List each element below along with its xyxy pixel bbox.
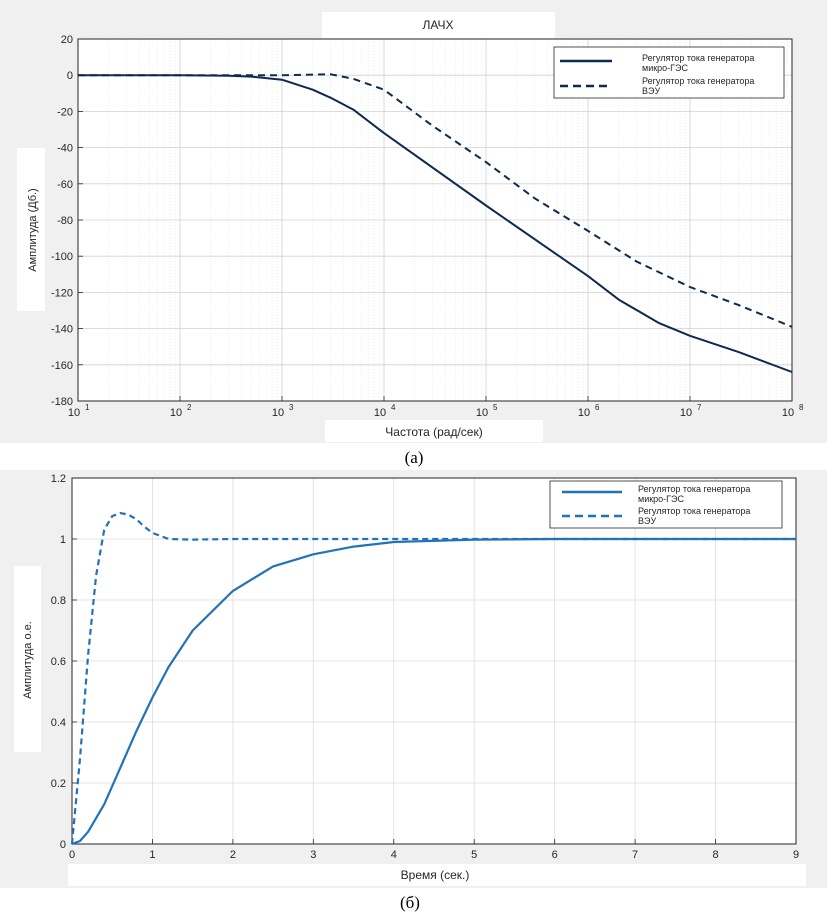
chart-1-x-tick-label: 10 [578, 407, 590, 419]
chart-2-legend-label-2b: ВЭУ [638, 516, 656, 526]
chart-1-y-tick-label: 0 [67, 70, 73, 82]
chart-1-legend-label-2a: Регулятор тока генератора [642, 76, 754, 86]
chart-1-ylabel-box [17, 148, 45, 311]
chart-2-legend: Регулятор тока генератора микро-ГЭС Регу… [549, 480, 783, 529]
chart-1-y-tick-label: -180 [51, 396, 73, 408]
chart-2-ylabel-box [14, 566, 41, 752]
chart-1-x-tick-exponent: 1 [85, 403, 90, 412]
chart-2-x-tick-label: 4 [391, 849, 397, 861]
chart-2-y-tick-label: 1 [60, 534, 66, 546]
chart-1-title-box [322, 12, 555, 38]
chart-1-x-tick-label: 10 [782, 407, 794, 419]
chart-1-x-tick-exponent: 7 [697, 403, 702, 412]
chart-1-y-tick-label: -160 [51, 360, 73, 372]
chart-1-x-tick-exponent: 8 [799, 403, 804, 412]
chart-1-y-tick-label: -140 [51, 324, 73, 336]
chart-2-y-tick-label: 0.8 [51, 595, 66, 607]
chart-2-x-tick-label: 6 [552, 849, 558, 861]
chart-1-x-tick-label: 10 [68, 407, 80, 419]
chart-2-x-tick-label: 8 [712, 849, 718, 861]
chart-2-legend-label-1a: Регулятор тока генератора [638, 484, 750, 494]
chart-1-y-tick-label: -60 [57, 179, 73, 191]
chart-1-x-tick-exponent: 3 [289, 403, 294, 412]
chart-1-y-tick-label: -40 [57, 143, 73, 155]
chart-2-x-tick-label: 7 [632, 849, 638, 861]
chart-1-x-tick-exponent: 4 [391, 403, 396, 412]
chart-2-xlabel-box [68, 864, 806, 886]
chart-1-title: ЛАЧХ [423, 18, 454, 32]
chart-1-legend-label-1a: Регулятор тока генератора [642, 53, 754, 63]
chart-1-legend-label-2b: ВЭУ [642, 86, 660, 96]
chart-1-legend-box [553, 46, 785, 99]
chart-2-caption: (б) [400, 893, 420, 912]
chart-1-xlabel-box [325, 420, 543, 442]
chart-2-x-tick-label: 1 [149, 849, 155, 861]
chart-1-legend: Регулятор тока генератора микро-ГЭС Регу… [553, 46, 785, 99]
chart-2-y-tick-label: 1.2 [51, 473, 66, 485]
chart-2-y-tick-label: 0 [60, 839, 66, 851]
chart-2-x-tick-label: 9 [793, 849, 799, 861]
chart-2-y-tick-label: 0.6 [51, 656, 66, 668]
chart-1-y-tick-label: -80 [57, 215, 73, 227]
chart-2-xlabel: Время (сек.) [401, 868, 470, 882]
chart-2-legend-box [549, 480, 783, 529]
chart-2-x-tick-label: 2 [230, 849, 236, 861]
chart-1-legend-label-1b: микро-ГЭС [642, 63, 689, 73]
chart-1-y-tick-label: -120 [51, 287, 73, 299]
chart-1-caption: (а) [405, 448, 424, 467]
chart-1-x-tick-label: 10 [272, 407, 284, 419]
chart-2-x-tick-label: 3 [310, 849, 316, 861]
chart-2-legend-label-1b: микро-ГЭС [638, 494, 685, 504]
chart-2-series-line-1 [71, 537, 796, 846]
chart-2-legend-label-2a: Регулятор тока генератора [638, 506, 750, 516]
chart-2-y-tick-label: 0.4 [51, 717, 66, 729]
chart-1-y-tick-label: 20 [61, 34, 73, 46]
chart-1-series-line-2 [78, 73, 793, 328]
chart-1-x-tick-label: 10 [476, 407, 488, 419]
chart-2-series-line-2 [70, 512, 796, 845]
chart-2-ylabel: Амплитуда о.е. [22, 621, 34, 699]
chart-1-xlabel: Частота (рад/сек) [385, 425, 482, 439]
chart-1-x-tick-exponent: 5 [493, 403, 498, 412]
chart-2-x-tick-label: 0 [69, 849, 75, 861]
chart-1-y-tick-label: -100 [51, 251, 73, 263]
chart-1-y-tick-label: -20 [57, 106, 73, 118]
chart-2-x-tick-label: 5 [471, 849, 477, 861]
chart-1-x-tick-exponent: 6 [595, 403, 600, 412]
chart-1-ylabel: Амплитуда (Дб.) [27, 188, 39, 271]
chart-1-x-tick-exponent: 2 [187, 403, 192, 412]
chart-2-y-tick-label: 0.2 [51, 778, 66, 790]
chart-1-x-tick-label: 10 [374, 407, 386, 419]
chart-1-x-tick-label: 10 [680, 407, 692, 419]
chart-1-x-tick-label: 10 [170, 407, 182, 419]
